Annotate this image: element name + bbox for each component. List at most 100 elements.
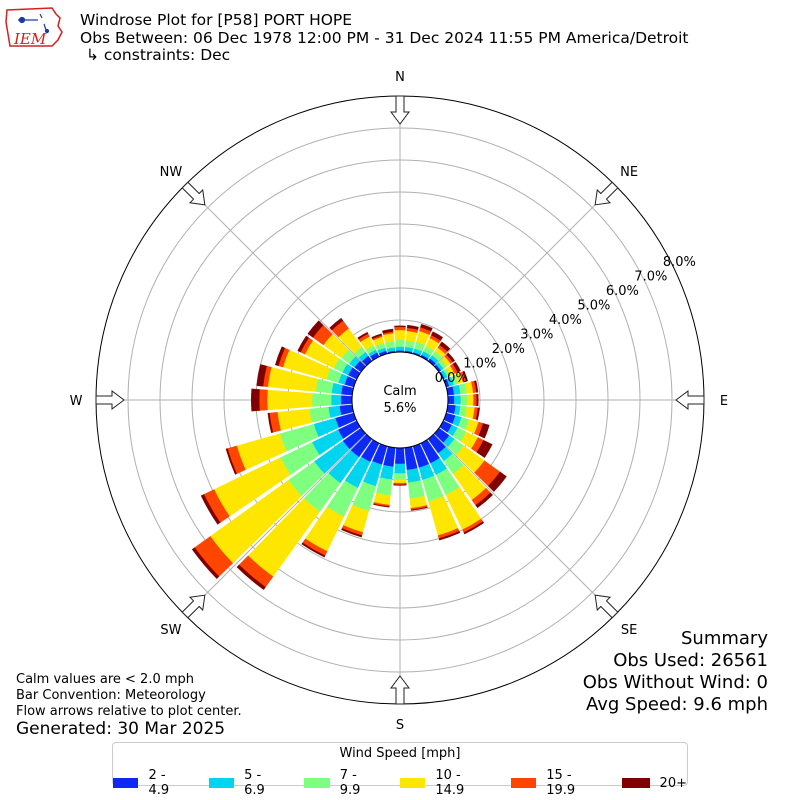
wind-rose-bar-segment	[439, 341, 451, 352]
direction-label: NE	[620, 165, 638, 180]
wind-rose-bar-segment	[309, 406, 331, 423]
radial-tick-label: 2.0%	[492, 342, 525, 357]
wind-rose-bar-segment	[410, 506, 428, 511]
direction-label: W	[70, 394, 83, 409]
legend-item: 2 - 4.9	[113, 768, 187, 798]
wind-rose-bar-segment	[340, 385, 354, 396]
flow-arrow-icon	[95, 390, 125, 410]
summary-obs-used: Obs Used: 26561	[613, 650, 768, 671]
chart-subtitle-period: Obs Between: 06 Dec 1978 12:00 PM - 31 D…	[80, 29, 689, 47]
wind-rose-bar-segment	[466, 394, 474, 406]
flow-arrow-icon	[181, 594, 206, 619]
grid-radial-line	[433, 433, 616, 616]
summary-panel: Summary Obs Used: 26561 Obs Without Wind…	[583, 628, 768, 716]
wind-rose-bar-segment	[474, 380, 479, 393]
radial-tick-label: 0.0%	[435, 371, 468, 386]
legend-swatch	[208, 778, 235, 788]
wind-rose-bar-segment	[395, 346, 405, 351]
wind-rose-bar-segment	[463, 521, 485, 535]
legend-item: 5 - 6.9	[208, 768, 283, 798]
legend-label: 20+	[659, 775, 687, 791]
direction-label: NW	[160, 165, 183, 180]
flow-arrow-shape	[594, 594, 619, 619]
wind-rose-bar-segment	[258, 389, 268, 411]
flow-arrows-note: Flow arrows relative to plot center.	[16, 704, 242, 719]
wind-rose-bar-segment	[460, 394, 468, 406]
flow-arrow-shape	[181, 181, 206, 206]
wind-rose-bar-segment	[454, 395, 462, 405]
wind-rose-bar-segment	[394, 463, 406, 474]
wind-rose-bar-segment	[315, 378, 334, 394]
legend: Wind Speed [mph] 2 - 4.9 5 - 6.9 7 - 9.9…	[112, 742, 688, 798]
wind-rose-bar-segment	[420, 323, 433, 332]
wind-rose-bar-segment	[393, 484, 407, 486]
bar-convention-note: Bar Convention: Meteorology	[16, 688, 206, 703]
wind-rose-bar-segment	[311, 393, 332, 407]
wind-rose-bar-segment	[394, 447, 406, 465]
footer-notes: Calm values are < 2.0 mph Bar Convention…	[16, 672, 242, 720]
wind-rose-bar-segment	[393, 479, 407, 484]
wind-rose-bar-segment	[256, 364, 267, 387]
legend-items: 2 - 4.9 5 - 6.9 7 - 9.9 10 - 14.9 15 - 1…	[113, 768, 687, 798]
wind-rose-bar-segment	[376, 477, 393, 496]
legend-label: 10 - 14.9	[435, 768, 465, 798]
wind-rose-bar-segment	[200, 494, 221, 525]
radial-tick-label: 7.0%	[634, 270, 667, 285]
flow-arrow-shape	[181, 594, 206, 619]
wind-rose-bar-segment	[475, 407, 480, 421]
wind-rose-bar-segment	[438, 530, 461, 541]
direction-label: SE	[621, 623, 637, 638]
wind-rose-bar-segment	[394, 329, 406, 340]
wind-rose-bar-segment	[373, 503, 390, 508]
wind-rose-bar-segment	[405, 330, 418, 343]
wind-rose-bar-segment	[476, 393, 479, 407]
wind-rose-bar-segment	[382, 328, 394, 334]
wind-rose-bar-segment	[371, 333, 383, 340]
chart-subtitle-constraints: ↳ constraints: Dec	[86, 46, 231, 64]
wind-rose-bar-segment	[446, 352, 456, 363]
wind-rose-bar-segment	[406, 324, 419, 330]
legend-item: 20+	[621, 768, 687, 798]
direction-label: S	[396, 718, 404, 733]
radial-tick-label: 4.0%	[549, 313, 582, 328]
flow-arrow-icon	[181, 181, 206, 206]
legend-swatch	[621, 778, 650, 788]
legend-item: 10 - 14.9	[399, 768, 489, 798]
wind-rose-bar-segment	[476, 439, 493, 458]
flow-arrow-shape	[390, 95, 410, 125]
calm-value: 5.6%	[383, 401, 416, 416]
grid-radial-line	[433, 184, 616, 367]
legend-swatch	[510, 778, 537, 788]
calm-circle	[351, 351, 449, 449]
flow-arrow-icon	[675, 390, 705, 410]
wind-rose-bar-segment	[379, 464, 394, 480]
weather-symbols-icon	[18, 13, 50, 34]
chart-title: Windrose Plot for [P58] PORT HOPE	[80, 11, 353, 29]
summary-avg-speed: Avg Speed: 9.6 mph	[586, 694, 768, 715]
grid-radial-line	[184, 433, 367, 616]
legend-swatch	[304, 778, 330, 788]
legend-label: 7 - 9.9	[339, 768, 361, 798]
wind-rose-bar-segment	[394, 325, 406, 328]
legend-swatch	[399, 778, 426, 788]
flow-arrow-shape	[95, 390, 125, 410]
summary-title: Summary	[681, 628, 768, 649]
wind-rose-bar-segment	[393, 473, 407, 481]
flow-arrow-shape	[594, 181, 619, 206]
radial-tick-label: 6.0%	[606, 284, 639, 299]
legend-title: Wind Speed [mph]	[339, 746, 461, 761]
wind-rose-bar-segment	[191, 547, 220, 580]
wind-rose-bar-segment	[341, 528, 363, 538]
flow-arrow-icon	[594, 594, 619, 619]
wind-rose-bar-segment	[251, 388, 260, 412]
flow-arrow-icon	[594, 181, 619, 206]
wind-rose-bar-segment	[462, 370, 469, 382]
direction-label: E	[720, 394, 728, 409]
radial-tick-label: 1.0%	[463, 357, 496, 372]
legend-label: 2 - 4.9	[148, 768, 170, 798]
flow-arrow-icon	[390, 675, 410, 705]
wind-rose-bar-segment	[274, 346, 286, 367]
wind-rose-bar-segment	[236, 564, 266, 590]
wind-rose-bar-segment	[478, 423, 490, 439]
wind-rose-bar-segment	[487, 471, 507, 492]
